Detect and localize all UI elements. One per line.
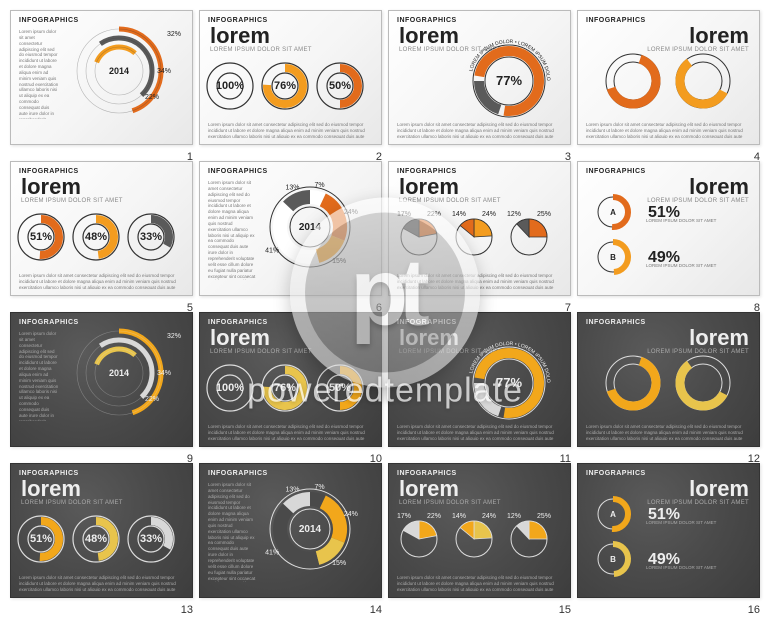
svg-text:48%: 48% (85, 533, 107, 545)
slide-cell-5: INFOGRAPHICS lorem LOREM IPSUM DOLOR SIT… (10, 161, 193, 296)
slide-thumb-13[interactable]: INFOGRAPHICS lorem LOREM IPSUM DOLOR SIT… (10, 463, 193, 598)
svg-text:14%: 14% (452, 513, 466, 520)
svg-text:7%: 7% (315, 484, 325, 491)
footer-text: Lorem ipsum dolor sit amet consectetur a… (19, 273, 184, 289)
svg-text:14%: 14% (452, 211, 466, 218)
b-text: LOREM IPSUM DOLOR SIT AMET (646, 565, 746, 575)
svg-text:76%: 76% (274, 80, 296, 92)
svg-text:15%: 15% (332, 560, 346, 567)
svg-text:34%: 34% (157, 68, 171, 75)
slide-thumb-3[interactable]: INFOGRAPHICS lorem LOREM IPSUM DOLOR SIT… (388, 10, 571, 145)
svg-text:32%: 32% (167, 333, 181, 340)
watermark-logo-text: pt (305, 213, 465, 373)
b-text: LOREM IPSUM DOLOR SIT AMET (646, 263, 746, 273)
footer-text: Lorem ipsum dolor sit amet consectetur a… (208, 424, 373, 440)
svg-text:48%: 48% (85, 231, 107, 243)
slide-thumb-16[interactable]: INFOGRAPHICS lorem LOREM IPSUM DOLOR SIT… (577, 463, 760, 598)
svg-text:33%: 33% (140, 533, 162, 545)
svg-text:2014: 2014 (299, 524, 322, 535)
footer-text: Lorem ipsum dolor sit amet consectetur a… (397, 122, 562, 138)
svg-text:77%: 77% (496, 73, 522, 88)
slide-cell-16: INFOGRAPHICS lorem LOREM IPSUM DOLOR SIT… (577, 463, 760, 598)
svg-text:33%: 33% (140, 231, 162, 243)
svg-text:24%: 24% (482, 513, 496, 520)
svg-text:17%: 17% (397, 513, 411, 520)
svg-text:12%: 12% (507, 513, 521, 520)
svg-text:25%: 25% (537, 211, 551, 218)
ab-chart: A B 51% 49% (578, 162, 760, 296)
svg-text:100%: 100% (216, 80, 244, 92)
slide-thumb-12[interactable]: INFOGRAPHICS lorem LOREM IPSUM DOLOR SIT… (577, 312, 760, 447)
slide-cell-3: INFOGRAPHICS lorem LOREM IPSUM DOLOR SIT… (388, 10, 571, 145)
svg-text:B: B (610, 253, 616, 262)
svg-text:25%: 25% (537, 513, 551, 520)
slide-cell-13: INFOGRAPHICS lorem LOREM IPSUM DOLOR SIT… (10, 463, 193, 598)
slide-number: 14 (370, 604, 382, 616)
slide-number: 13 (181, 604, 193, 616)
watermark-logo: pt (290, 198, 480, 388)
slide-number: 16 (748, 604, 760, 616)
svg-text:32%: 32% (167, 31, 181, 38)
slide-thumb-5[interactable]: INFOGRAPHICS lorem LOREM IPSUM DOLOR SIT… (10, 161, 193, 296)
footer-text: Lorem ipsum dolor sit amet consectetur a… (397, 575, 562, 591)
ab-chart: A B 51% 49% (578, 464, 760, 598)
svg-text:51%: 51% (30, 231, 52, 243)
svg-text:22%: 22% (427, 513, 441, 520)
orbit-chart: 2014 32% 34% 22% (11, 11, 193, 145)
svg-text:A: A (610, 208, 616, 217)
slide-thumb-2[interactable]: INFOGRAPHICS lorem LOREM IPSUM DOLOR SIT… (199, 10, 382, 145)
svg-text:2014: 2014 (109, 66, 129, 76)
svg-text:24%: 24% (482, 211, 496, 218)
svg-text:51%: 51% (30, 533, 52, 545)
svg-text:100%: 100% (216, 382, 244, 394)
slide-cell-12: INFOGRAPHICS lorem LOREM IPSUM DOLOR SIT… (577, 312, 760, 447)
slide-cell-15: INFOGRAPHICS lorem LOREM IPSUM DOLOR SIT… (388, 463, 571, 598)
svg-text:22%: 22% (145, 94, 159, 101)
svg-text:A: A (610, 510, 616, 519)
svg-text:LOREM IPSUM DOLOR • LOREM IP: LOREM IPSUM DOLOR • LOREM IPSUM DOLOR (389, 11, 551, 81)
slide-cell-2: INFOGRAPHICS lorem LOREM IPSUM DOLOR SIT… (199, 10, 382, 145)
svg-text:22%: 22% (145, 396, 159, 403)
slide-thumb-4[interactable]: INFOGRAPHICS lorem LOREM IPSUM DOLOR SIT… (577, 10, 760, 145)
slide-cell-4: INFOGRAPHICS lorem LOREM IPSUM DOLOR SIT… (577, 10, 760, 145)
footer-text: Lorem ipsum dolor sit amet consectetur a… (397, 424, 562, 440)
svg-text:24%: 24% (344, 511, 358, 518)
footer-text: Lorem ipsum dolor sit amet consectetur a… (586, 424, 751, 440)
footer-text: Lorem ipsum dolor sit amet consectetur a… (586, 122, 751, 138)
slide-cell-14: INFOGRAPHICS Lorem ipsum dolor sit amet … (199, 463, 382, 598)
a-text: LOREM IPSUM DOLOR SIT AMET (646, 520, 746, 530)
slide-cell-9: INFOGRAPHICS Lorem ipsum dolor sit amet … (10, 312, 193, 447)
footer-text: Lorem ipsum dolor sit amet consectetur a… (208, 122, 373, 138)
svg-text:50%: 50% (329, 80, 351, 92)
slide-thumb-9[interactable]: INFOGRAPHICS Lorem ipsum dolor sit amet … (10, 312, 193, 447)
slide-thumb-8[interactable]: INFOGRAPHICS lorem LOREM IPSUM DOLOR SIT… (577, 161, 760, 296)
svg-text:12%: 12% (507, 211, 521, 218)
slide-cell-8: INFOGRAPHICS lorem LOREM IPSUM DOLOR SIT… (577, 161, 760, 296)
segmented-chart: 7% 24% 15% 41% 13% 2014 (200, 464, 382, 598)
slide-thumb-1[interactable]: INFOGRAPHICS Lorem ipsum dolor sit amet … (10, 10, 193, 145)
svg-text:13%: 13% (286, 185, 300, 192)
footer-text: Lorem ipsum dolor sit amet consectetur a… (19, 575, 184, 591)
svg-text:7%: 7% (315, 182, 325, 189)
svg-text:34%: 34% (157, 370, 171, 377)
slide-thumb-15[interactable]: INFOGRAPHICS lorem LOREM IPSUM DOLOR SIT… (388, 463, 571, 598)
svg-text:13%: 13% (286, 487, 300, 494)
orbit-chart: 2014 32% 34% 22% (11, 313, 193, 447)
svg-text:B: B (610, 555, 616, 564)
slide-number: 15 (559, 604, 571, 616)
slide-cell-1: INFOGRAPHICS Lorem ipsum dolor sit amet … (10, 10, 193, 145)
slide-thumb-14[interactable]: INFOGRAPHICS Lorem ipsum dolor sit amet … (199, 463, 382, 598)
svg-text:2014: 2014 (109, 368, 129, 378)
svg-text:41%: 41% (265, 549, 279, 556)
svg-text:41%: 41% (265, 247, 279, 254)
watermark-text: poweredtemplate (247, 371, 523, 410)
a-text: LOREM IPSUM DOLOR SIT AMET (646, 218, 746, 228)
